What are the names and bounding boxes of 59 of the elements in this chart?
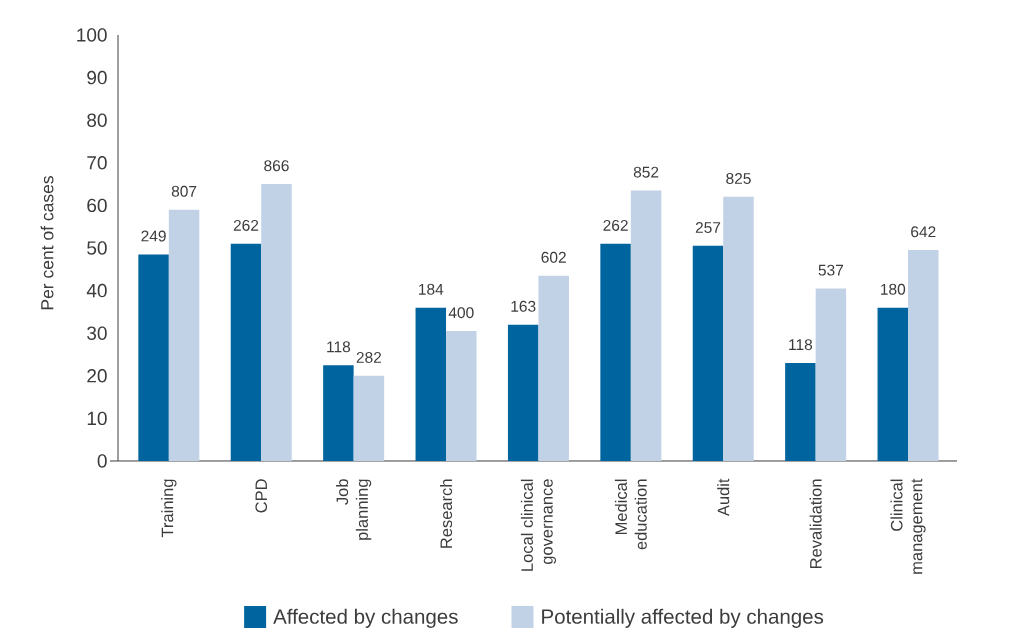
bar (138, 254, 169, 461)
y-tick-label: 20 (87, 369, 107, 383)
y-tick-label: 50 (87, 241, 107, 255)
bar (877, 307, 909, 461)
bar (538, 275, 569, 461)
y-tick-label: 0 (97, 454, 107, 468)
bar (785, 363, 816, 461)
y-tick-label: 90 (87, 70, 107, 85)
bar (815, 288, 847, 461)
x-tick-label: Training (161, 479, 177, 538)
annotation: 262 (233, 219, 259, 231)
x-tick-label: CPD (255, 479, 268, 513)
x-tick-label: Revalidation (809, 479, 822, 568)
bar (168, 209, 200, 461)
y-tick-label: 10 (87, 411, 107, 426)
bar (353, 375, 385, 461)
x-tick-label: Local clinical governance (520, 479, 557, 571)
annotation: 400 (448, 307, 474, 319)
annotation: 866 (264, 160, 289, 172)
annotation: 257 (695, 222, 721, 234)
annotation: 184 (419, 283, 444, 295)
bar (415, 307, 447, 461)
bar (600, 243, 631, 461)
x-tick-label: Research (439, 479, 453, 548)
x-tick-label: Medical education (614, 479, 647, 550)
bar (230, 243, 262, 461)
bar (323, 365, 354, 461)
y-tick-label: 80 (87, 113, 107, 127)
annotation: 825 (726, 173, 751, 185)
x-tick-label: Job planning (336, 479, 372, 540)
annotation: 180 (881, 283, 906, 295)
y-tick-label: 30 (87, 326, 107, 340)
bar (261, 184, 292, 461)
y-tick-label: 60 (87, 198, 107, 213)
bar (692, 245, 724, 461)
annotation: 249 (141, 230, 166, 242)
annotation: 118 (327, 341, 351, 353)
annotation: 602 (541, 251, 566, 263)
y-tick-label: 100 (77, 28, 107, 42)
annotation: 642 (911, 226, 936, 238)
bar (723, 196, 754, 461)
annotation: 282 (356, 351, 382, 363)
y-tick-label: 70 (87, 156, 107, 170)
y-axis-title: Per cent of cases (40, 176, 54, 310)
annotation: 118 (789, 339, 813, 351)
annotation: 163 (511, 300, 536, 312)
legend-label: Potentially affected by changes (542, 608, 824, 628)
annotation: 852 (633, 166, 659, 178)
legend-label: Affected by changes (273, 608, 458, 628)
annotation: 807 (171, 185, 197, 197)
annotation: 262 (603, 219, 628, 231)
bar (446, 331, 477, 461)
bar (908, 250, 939, 461)
annotation: 537 (818, 264, 844, 276)
y-tick-label: 40 (86, 283, 107, 298)
bar (630, 190, 662, 461)
x-tick-label: Audit (717, 478, 730, 517)
x-tick-label: Clinical management (890, 478, 926, 574)
bar (507, 324, 539, 461)
